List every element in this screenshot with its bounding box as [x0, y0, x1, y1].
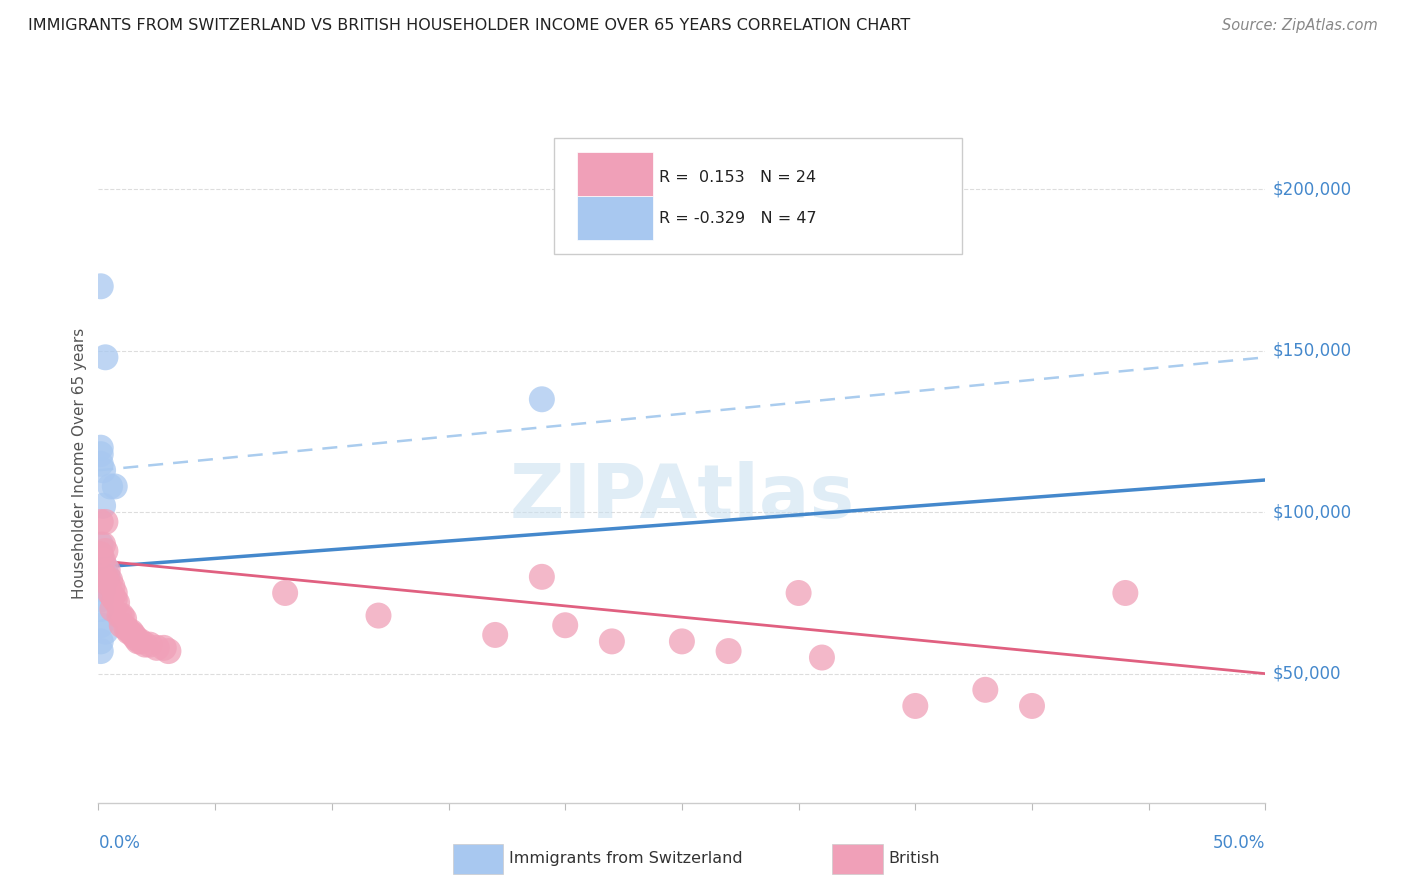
Text: $200,000: $200,000	[1272, 180, 1351, 198]
Point	[97, 570, 120, 584]
Point	[122, 628, 145, 642]
Point	[90, 547, 112, 561]
Text: $50,000: $50,000	[1272, 665, 1341, 682]
Point	[94, 560, 117, 574]
Point	[127, 634, 149, 648]
Point	[120, 624, 142, 639]
Point	[530, 392, 553, 407]
Point	[157, 644, 180, 658]
Point	[94, 624, 117, 639]
FancyBboxPatch shape	[554, 138, 962, 253]
Point	[104, 586, 127, 600]
Point	[484, 628, 506, 642]
Text: 0.0%: 0.0%	[98, 834, 141, 852]
Text: R = -0.329   N = 47: R = -0.329 N = 47	[658, 211, 817, 226]
Point	[274, 586, 297, 600]
Point	[108, 608, 131, 623]
Point	[111, 608, 134, 623]
Point	[974, 682, 997, 697]
Point	[787, 586, 810, 600]
Point	[101, 602, 124, 616]
Text: $100,000: $100,000	[1272, 503, 1351, 521]
Point	[90, 618, 112, 632]
Text: Immigrants from Switzerland: Immigrants from Switzerland	[509, 851, 742, 865]
Text: Source: ZipAtlas.com: Source: ZipAtlas.com	[1222, 18, 1378, 33]
Point	[129, 634, 152, 648]
Point	[139, 638, 162, 652]
Point	[125, 631, 148, 645]
Point	[811, 650, 834, 665]
Point	[91, 537, 114, 551]
Point	[90, 602, 112, 616]
Point	[90, 457, 112, 471]
Point	[97, 576, 120, 591]
Point	[94, 351, 117, 365]
Text: British: British	[889, 851, 941, 865]
Point	[98, 586, 121, 600]
Point	[91, 463, 114, 477]
Point	[94, 515, 117, 529]
Point	[94, 570, 117, 584]
Text: ZIPAtlas: ZIPAtlas	[509, 461, 855, 534]
Point	[90, 279, 112, 293]
Point	[90, 644, 112, 658]
Point	[671, 634, 693, 648]
Point	[97, 563, 120, 577]
Point	[90, 547, 112, 561]
Point	[98, 573, 121, 587]
Point	[91, 499, 114, 513]
Point	[90, 441, 112, 455]
Point	[104, 592, 127, 607]
Point	[1114, 586, 1136, 600]
Point	[94, 544, 117, 558]
Point	[91, 554, 114, 568]
Point	[98, 479, 121, 493]
Point	[112, 612, 135, 626]
Point	[90, 634, 112, 648]
Point	[90, 515, 112, 529]
Point	[717, 644, 740, 658]
Point	[146, 640, 169, 655]
FancyBboxPatch shape	[576, 196, 652, 241]
Point	[90, 592, 112, 607]
Point	[101, 580, 124, 594]
Point	[104, 479, 127, 493]
Point	[904, 698, 927, 713]
Point	[134, 638, 156, 652]
Point	[554, 618, 576, 632]
Point	[90, 537, 112, 551]
Text: R =  0.153   N = 24: R = 0.153 N = 24	[658, 170, 815, 186]
Point	[91, 582, 114, 597]
Point	[90, 554, 112, 568]
Point	[111, 618, 134, 632]
Point	[101, 589, 124, 603]
Point	[600, 634, 623, 648]
Text: $150,000: $150,000	[1272, 342, 1351, 359]
Y-axis label: Householder Income Over 65 years: Householder Income Over 65 years	[72, 328, 87, 599]
Text: IMMIGRANTS FROM SWITZERLAND VS BRITISH HOUSEHOLDER INCOME OVER 65 YEARS CORRELAT: IMMIGRANTS FROM SWITZERLAND VS BRITISH H…	[28, 18, 910, 33]
Point	[118, 624, 141, 639]
Point	[367, 608, 389, 623]
Point	[530, 570, 553, 584]
FancyBboxPatch shape	[576, 152, 652, 195]
Point	[90, 447, 112, 461]
Point	[115, 622, 138, 636]
Point	[90, 576, 112, 591]
Point	[152, 640, 174, 655]
Text: 50.0%: 50.0%	[1213, 834, 1265, 852]
Point	[105, 596, 128, 610]
Point	[91, 563, 114, 577]
Point	[1021, 698, 1043, 713]
